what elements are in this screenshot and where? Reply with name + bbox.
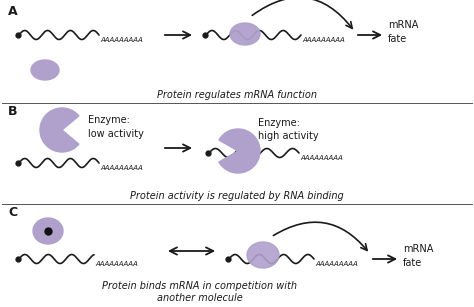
- Text: Protein binds mRNA in competition with
another molecule: Protein binds mRNA in competition with a…: [102, 282, 298, 303]
- Ellipse shape: [230, 23, 260, 45]
- Wedge shape: [219, 129, 260, 173]
- Ellipse shape: [31, 60, 59, 80]
- Text: AAAAAAAAA: AAAAAAAAA: [302, 37, 345, 44]
- Text: Enzyme:
low activity: Enzyme: low activity: [88, 115, 144, 138]
- Ellipse shape: [33, 218, 63, 244]
- Wedge shape: [40, 108, 79, 152]
- Text: AAAAAAAAA: AAAAAAAAA: [100, 37, 143, 44]
- Text: Enzyme:
high activity: Enzyme: high activity: [258, 118, 319, 141]
- Text: AAAAAAAAA: AAAAAAAAA: [300, 156, 343, 161]
- Text: mRNA
fate: mRNA fate: [388, 20, 419, 44]
- Text: A: A: [8, 5, 18, 18]
- Text: mRNA
fate: mRNA fate: [403, 244, 433, 268]
- Text: Protein activity is regulated by RNA binding: Protein activity is regulated by RNA bin…: [130, 191, 344, 201]
- Text: B: B: [8, 105, 18, 118]
- Text: Protein regulates mRNA function: Protein regulates mRNA function: [157, 90, 317, 100]
- Text: AAAAAAAAA: AAAAAAAAA: [315, 262, 358, 267]
- Ellipse shape: [247, 242, 279, 268]
- Text: C: C: [8, 206, 17, 219]
- Text: AAAAAAAAA: AAAAAAAAA: [100, 165, 143, 172]
- Text: AAAAAAAAA: AAAAAAAAA: [95, 262, 138, 267]
